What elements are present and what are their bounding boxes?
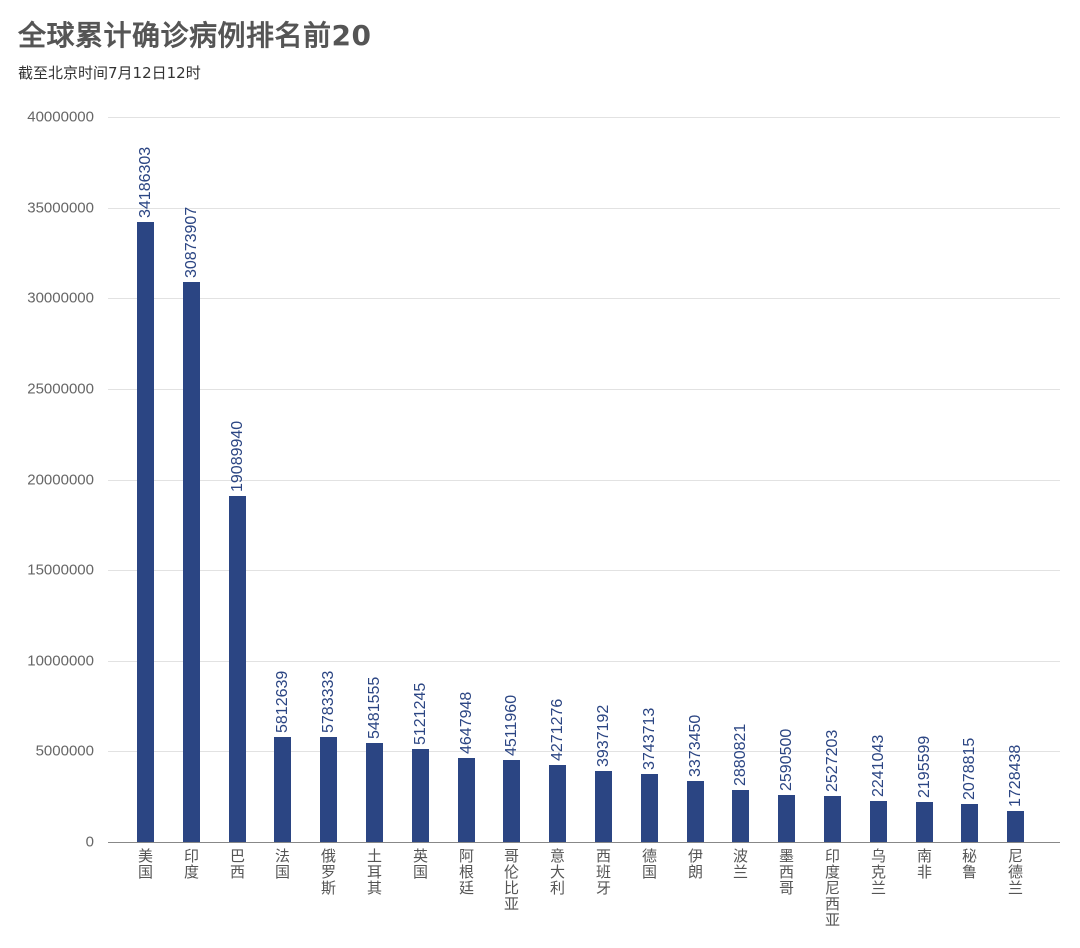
x-category-label: 意大利 bbox=[549, 847, 565, 897]
gridline bbox=[108, 751, 1060, 752]
x-category-label: 西班牙 bbox=[595, 847, 611, 897]
bar-value-label: 5481555 bbox=[365, 676, 383, 739]
bar-value-label: 4647948 bbox=[457, 691, 475, 754]
bar bbox=[916, 802, 933, 842]
bar-value-label: 1728438 bbox=[1006, 744, 1024, 807]
x-category-label: 南非 bbox=[916, 847, 932, 881]
bar-value-label: 3373450 bbox=[686, 714, 704, 777]
x-category-label: 乌克兰 bbox=[870, 847, 886, 897]
x-category-label: 印度尼西亚 bbox=[824, 847, 840, 929]
x-category-label: 尼德兰 bbox=[1007, 847, 1023, 897]
bar-value-label: 2078815 bbox=[960, 737, 978, 800]
x-category-label: 阿根廷 bbox=[458, 847, 474, 897]
x-category-label: 德国 bbox=[641, 847, 657, 881]
bar-value-label: 2880821 bbox=[731, 723, 749, 786]
x-category-label: 英国 bbox=[412, 847, 428, 881]
bar-value-label: 5121245 bbox=[411, 682, 429, 745]
bar-value-label: 5812639 bbox=[273, 670, 291, 733]
bar bbox=[687, 781, 704, 842]
y-tick-label: 20000000 bbox=[27, 471, 94, 489]
bar-value-label: 34186303 bbox=[136, 146, 154, 218]
bar bbox=[641, 774, 658, 842]
bar bbox=[1007, 811, 1024, 842]
bar-value-label: 3743713 bbox=[640, 707, 658, 770]
bar-value-label: 30873907 bbox=[182, 206, 200, 278]
x-category-label: 墨西哥 bbox=[778, 847, 794, 897]
gridline bbox=[108, 389, 1060, 390]
gridline bbox=[108, 117, 1060, 118]
bar bbox=[961, 804, 978, 842]
bar-value-label: 2241043 bbox=[869, 734, 887, 797]
bar-value-label: 5783333 bbox=[319, 670, 337, 733]
bar-value-label: 4511960 bbox=[502, 694, 520, 756]
chart-subtitle: 截至北京时间7月12日12时 bbox=[18, 64, 201, 82]
chart-title: 全球累计确诊病例排名前20 bbox=[18, 19, 372, 52]
bar bbox=[137, 222, 154, 842]
gridline bbox=[108, 570, 1060, 571]
bar-value-label: 2527203 bbox=[823, 729, 841, 792]
gridline bbox=[108, 298, 1060, 299]
y-tick-label: 15000000 bbox=[27, 561, 94, 579]
bar-value-label: 2195599 bbox=[915, 735, 933, 798]
bar bbox=[229, 496, 246, 842]
bar bbox=[824, 796, 841, 842]
bar bbox=[503, 760, 520, 842]
bar bbox=[870, 801, 887, 842]
x-category-label: 法国 bbox=[274, 847, 290, 881]
x-category-label: 土耳其 bbox=[366, 847, 382, 897]
bar bbox=[274, 737, 291, 842]
x-category-label: 美国 bbox=[137, 847, 153, 881]
bar-value-label: 2590500 bbox=[777, 728, 795, 791]
bar bbox=[412, 749, 429, 842]
y-tick-label: 35000000 bbox=[27, 199, 94, 217]
y-tick-label: 0 bbox=[85, 833, 94, 851]
bar bbox=[458, 758, 475, 842]
x-axis-line bbox=[108, 842, 1060, 843]
bar bbox=[595, 771, 612, 842]
y-tick-label: 10000000 bbox=[27, 652, 94, 670]
bar-value-label: 4271276 bbox=[548, 698, 566, 761]
gridline bbox=[108, 208, 1060, 209]
x-category-label: 秘鲁 bbox=[961, 847, 977, 881]
y-tick-label: 40000000 bbox=[27, 108, 94, 126]
bar bbox=[732, 790, 749, 842]
bar bbox=[366, 743, 383, 842]
bar-value-label: 3937192 bbox=[594, 704, 612, 767]
x-category-label: 俄罗斯 bbox=[320, 847, 336, 897]
bar bbox=[320, 737, 337, 842]
gridline bbox=[108, 480, 1060, 481]
bar bbox=[549, 765, 566, 842]
x-category-label: 哥伦比亚 bbox=[503, 847, 519, 913]
y-tick-label: 5000000 bbox=[35, 742, 94, 760]
x-category-label: 巴西 bbox=[229, 847, 245, 881]
y-tick-label: 30000000 bbox=[27, 289, 94, 307]
bar bbox=[183, 282, 200, 842]
x-category-label: 伊朗 bbox=[687, 847, 703, 881]
y-tick-label: 25000000 bbox=[27, 380, 94, 398]
bar bbox=[778, 795, 795, 842]
x-category-label: 波兰 bbox=[732, 847, 748, 881]
x-category-label: 印度 bbox=[183, 847, 199, 881]
bar-value-label: 19089940 bbox=[228, 420, 246, 492]
gridline bbox=[108, 661, 1060, 662]
